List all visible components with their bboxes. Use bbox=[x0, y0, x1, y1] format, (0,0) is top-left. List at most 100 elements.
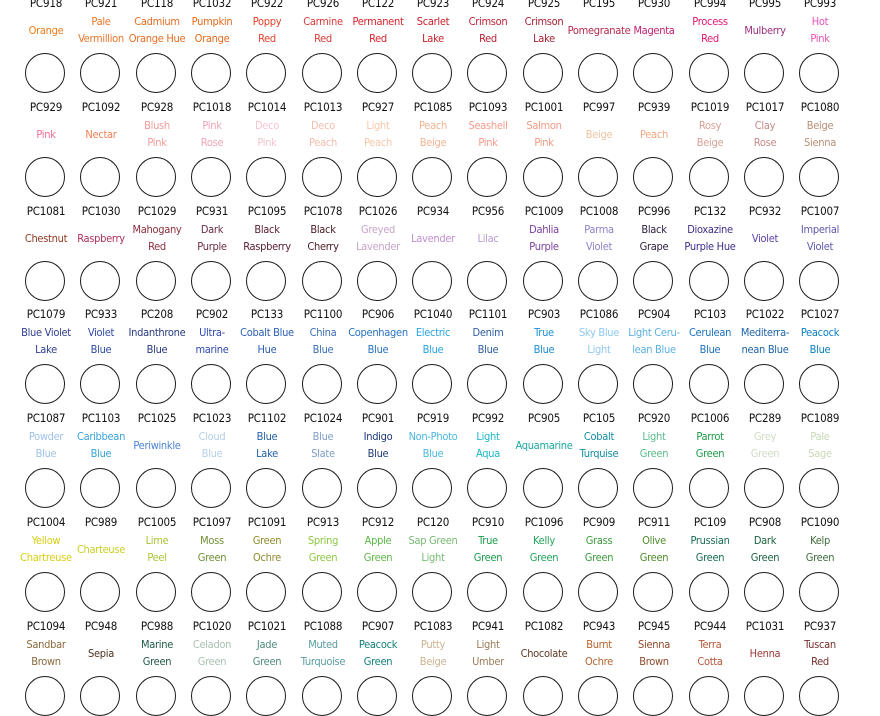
swatch-circle[interactable] bbox=[799, 468, 839, 509]
swatch-circle[interactable] bbox=[633, 156, 673, 197]
swatch-circle[interactable] bbox=[467, 53, 507, 93]
swatch-circle[interactable] bbox=[357, 572, 397, 612]
swatch-circle[interactable] bbox=[633, 364, 673, 405]
swatch-circle[interactable] bbox=[246, 468, 286, 509]
swatch-circle[interactable] bbox=[467, 260, 507, 301]
swatch-circle[interactable] bbox=[412, 156, 452, 197]
swatch-circle[interactable] bbox=[357, 156, 397, 197]
swatch-circle[interactable] bbox=[412, 572, 452, 612]
swatch-circle[interactable] bbox=[302, 468, 342, 509]
swatch-circle[interactable] bbox=[744, 260, 784, 301]
swatch-circle[interactable] bbox=[25, 260, 65, 301]
swatch-circle[interactable] bbox=[302, 364, 342, 405]
swatch-circle[interactable] bbox=[357, 260, 397, 301]
swatch-circle[interactable] bbox=[523, 260, 563, 301]
swatch-circle[interactable] bbox=[412, 468, 452, 509]
swatch-circle[interactable] bbox=[744, 675, 784, 716]
swatch-circle[interactable] bbox=[302, 53, 342, 93]
swatch-circle[interactable] bbox=[191, 675, 231, 716]
swatch-circle[interactable] bbox=[578, 156, 618, 197]
swatch-circle[interactable] bbox=[80, 364, 120, 405]
swatch-circle[interactable] bbox=[467, 468, 507, 509]
swatch-circle[interactable] bbox=[357, 364, 397, 405]
swatch-circle[interactable] bbox=[633, 53, 673, 93]
swatch-circle[interactable] bbox=[136, 53, 176, 93]
swatch-circle[interactable] bbox=[191, 156, 231, 197]
swatch-circle[interactable] bbox=[80, 156, 120, 197]
swatch-circle[interactable] bbox=[246, 53, 286, 93]
swatch-circle[interactable] bbox=[302, 675, 342, 716]
swatch-circle[interactable] bbox=[136, 156, 176, 197]
swatch-circle[interactable] bbox=[191, 260, 231, 301]
swatch-circle[interactable] bbox=[523, 156, 563, 197]
swatch-circle[interactable] bbox=[136, 675, 176, 716]
swatch-circle[interactable] bbox=[412, 260, 452, 301]
swatch-circle[interactable] bbox=[80, 468, 120, 509]
swatch-circle[interactable] bbox=[578, 53, 618, 93]
swatch-circle[interactable] bbox=[578, 364, 618, 405]
swatch-circle[interactable] bbox=[689, 156, 729, 197]
swatch-circle[interactable] bbox=[136, 364, 176, 405]
swatch-circle[interactable] bbox=[744, 572, 784, 612]
swatch-circle[interactable] bbox=[799, 260, 839, 301]
swatch-circle[interactable] bbox=[523, 364, 563, 405]
swatch-circle[interactable] bbox=[357, 53, 397, 93]
swatch-circle[interactable] bbox=[25, 675, 65, 716]
swatch-circle[interactable] bbox=[467, 156, 507, 197]
swatch-circle[interactable] bbox=[25, 572, 65, 612]
swatch-circle[interactable] bbox=[246, 675, 286, 716]
swatch-circle[interactable] bbox=[744, 468, 784, 509]
swatch-circle[interactable] bbox=[246, 572, 286, 612]
swatch-circle[interactable] bbox=[25, 468, 65, 509]
swatch-circle[interactable] bbox=[302, 572, 342, 612]
swatch-circle[interactable] bbox=[633, 260, 673, 301]
swatch-circle[interactable] bbox=[633, 572, 673, 612]
swatch-circle[interactable] bbox=[523, 53, 563, 93]
swatch-circle[interactable] bbox=[744, 53, 784, 93]
swatch-circle[interactable] bbox=[191, 364, 231, 405]
swatch-circle[interactable] bbox=[25, 53, 65, 93]
swatch-circle[interactable] bbox=[191, 53, 231, 93]
swatch-circle[interactable] bbox=[578, 675, 618, 716]
swatch-circle[interactable] bbox=[25, 156, 65, 197]
swatch-circle[interactable] bbox=[136, 468, 176, 509]
swatch-circle[interactable] bbox=[467, 572, 507, 612]
swatch-circle[interactable] bbox=[523, 675, 563, 716]
swatch-circle[interactable] bbox=[799, 364, 839, 405]
swatch-circle[interactable] bbox=[799, 156, 839, 197]
swatch-circle[interactable] bbox=[191, 572, 231, 612]
swatch-circle[interactable] bbox=[799, 572, 839, 612]
swatch-circle[interactable] bbox=[357, 675, 397, 716]
swatch-circle[interactable] bbox=[412, 675, 452, 716]
swatch-circle[interactable] bbox=[689, 572, 729, 612]
swatch-circle[interactable] bbox=[136, 260, 176, 301]
swatch-circle[interactable] bbox=[633, 675, 673, 716]
swatch-circle[interactable] bbox=[191, 468, 231, 509]
swatch-circle[interactable] bbox=[578, 468, 618, 509]
swatch-circle[interactable] bbox=[412, 53, 452, 93]
swatch-circle[interactable] bbox=[467, 364, 507, 405]
swatch-circle[interactable] bbox=[689, 468, 729, 509]
swatch-circle[interactable] bbox=[467, 675, 507, 716]
swatch-circle[interactable] bbox=[80, 260, 120, 301]
swatch-circle[interactable] bbox=[689, 260, 729, 301]
swatch-circle[interactable] bbox=[246, 156, 286, 197]
swatch-circle[interactable] bbox=[25, 364, 65, 405]
swatch-circle[interactable] bbox=[80, 675, 120, 716]
swatch-circle[interactable] bbox=[136, 572, 176, 612]
swatch-circle[interactable] bbox=[357, 468, 397, 509]
swatch-circle[interactable] bbox=[523, 572, 563, 612]
swatch-circle[interactable] bbox=[689, 364, 729, 405]
swatch-circle[interactable] bbox=[633, 468, 673, 509]
swatch-circle[interactable] bbox=[302, 260, 342, 301]
swatch-circle[interactable] bbox=[80, 53, 120, 93]
swatch-circle[interactable] bbox=[246, 260, 286, 301]
swatch-circle[interactable] bbox=[799, 675, 839, 716]
swatch-circle[interactable] bbox=[799, 53, 839, 93]
swatch-circle[interactable] bbox=[744, 156, 784, 197]
swatch-circle[interactable] bbox=[578, 260, 618, 301]
swatch-circle[interactable] bbox=[744, 364, 784, 405]
swatch-circle[interactable] bbox=[578, 572, 618, 612]
swatch-circle[interactable] bbox=[523, 468, 563, 509]
swatch-circle[interactable] bbox=[246, 364, 286, 405]
